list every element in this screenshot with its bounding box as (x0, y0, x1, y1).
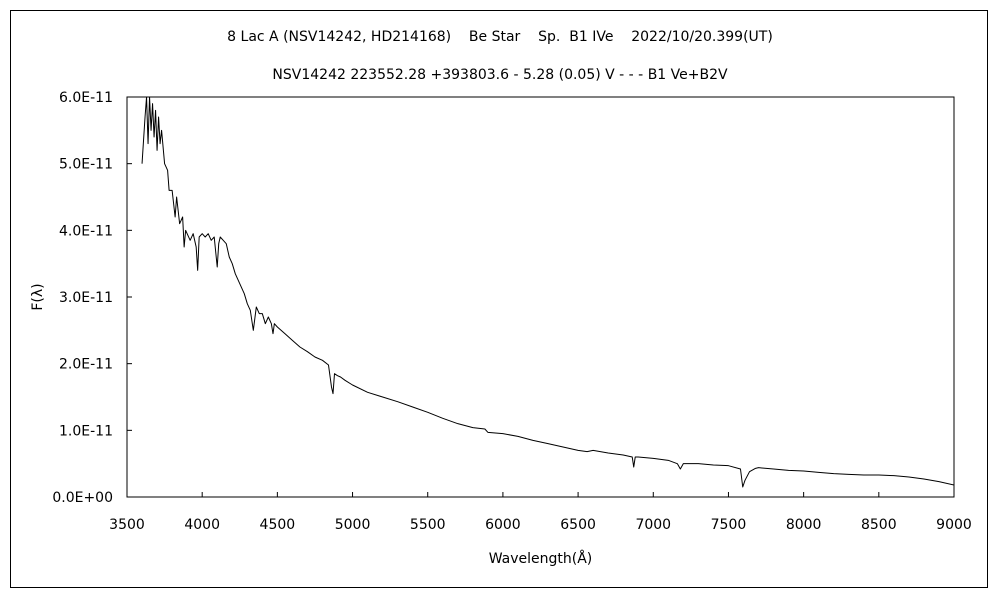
plot-area (126, 96, 955, 498)
y-tick-label: 3.0E-11 (59, 290, 113, 306)
x-tick-label: 7500 (711, 517, 747, 533)
x-tick-label: 5000 (335, 517, 371, 533)
chart-frame (10, 10, 988, 588)
y-tick-label: 6.0E-11 (59, 90, 113, 106)
x-tick-label: 8000 (786, 517, 822, 533)
y-tick-label: 5.0E-11 (59, 157, 113, 173)
y-tick-label: 2.0E-11 (59, 357, 113, 373)
y-axis: 0.0E+00 1.0E-11 2.0E-11 3.0E-11 4.0E-11 5.0E-… (52, 90, 132, 506)
x-tick-label: 6500 (560, 517, 596, 533)
x-tick-label: 4500 (260, 517, 296, 533)
x-tick-label: 9000 (936, 517, 972, 533)
x-tick-label: 8500 (861, 517, 897, 533)
x-axis: 3500 4000 4500 5000 5500 6000 6500 7000 7500 8000… (109, 492, 972, 533)
y-axis-title: F(λ) (30, 283, 46, 310)
chart-title: 8 Lac A (NSV14242, HD214168) Be Star Sp.… (227, 29, 773, 45)
x-tick-label: 7000 (635, 517, 671, 533)
y-tick-label: 1.0E-11 (59, 423, 113, 439)
spectrum-series-line (141, 97, 954, 488)
x-tick-label: 5500 (410, 517, 446, 533)
x-tick-label: 6000 (485, 517, 521, 533)
chart-subtitle: NSV14242 223552.28 +393803.6 - 5.28 (0.0… (272, 67, 728, 83)
x-tick-label: 4000 (184, 517, 220, 533)
series-layer (141, 97, 954, 488)
y-tick-label: 0.0E+00 (52, 490, 113, 506)
y-tick-label: 4.0E-11 (59, 223, 113, 239)
x-tick-label: 3500 (109, 517, 145, 533)
x-axis-title: Wavelength(Å) (489, 550, 593, 567)
